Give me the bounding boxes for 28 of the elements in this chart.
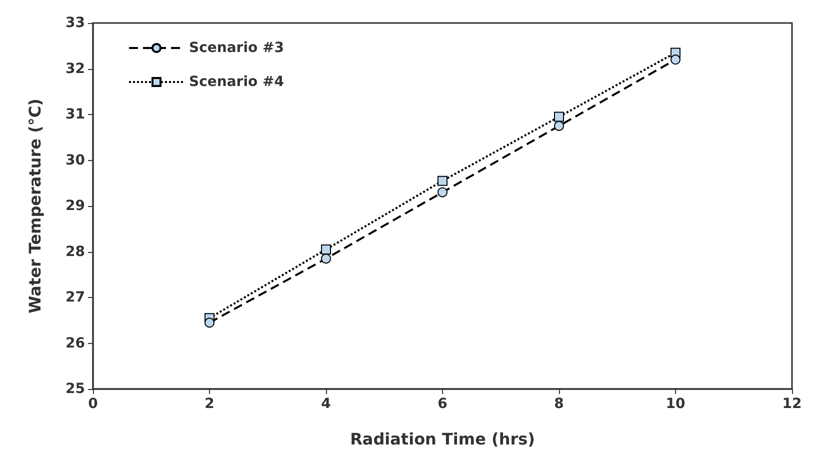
y-tick-label: 25 [66, 381, 85, 397]
x-tick-label: 6 [438, 396, 448, 412]
y-tick-label: 26 [66, 335, 85, 352]
x-tick-label: 12 [782, 396, 802, 412]
x-tick-label: 10 [666, 396, 686, 412]
point [670, 54, 680, 65]
point [321, 254, 331, 264]
y-tick-label: 31 [66, 106, 85, 122]
y-tick-label: 29 [66, 198, 85, 214]
y-tick-label: 33 [66, 15, 85, 31]
x-tick-label: 4 [321, 396, 332, 412]
point [438, 176, 448, 186]
point [554, 120, 564, 131]
legend-label: Scenario #3 [189, 40, 284, 56]
point [321, 244, 331, 254]
point [204, 318, 214, 328]
y-tick-label: 30 [66, 152, 86, 168]
x-axis-title: Radiation Time (hrs) [350, 430, 535, 448]
legend-label: Scenario #4 [189, 74, 284, 90]
point [554, 112, 564, 122]
y-tick-label: 28 [66, 244, 85, 260]
x-tick-label: 0 [88, 396, 98, 412]
x-tick-label: 2 [204, 396, 214, 412]
x-tick-label: 8 [554, 396, 564, 412]
y-axis-title: Water Temperature (°C) [26, 98, 44, 314]
y-tick-label: 27 [66, 290, 85, 306]
point [438, 187, 448, 198]
y-tick-label: 32 [66, 60, 85, 77]
